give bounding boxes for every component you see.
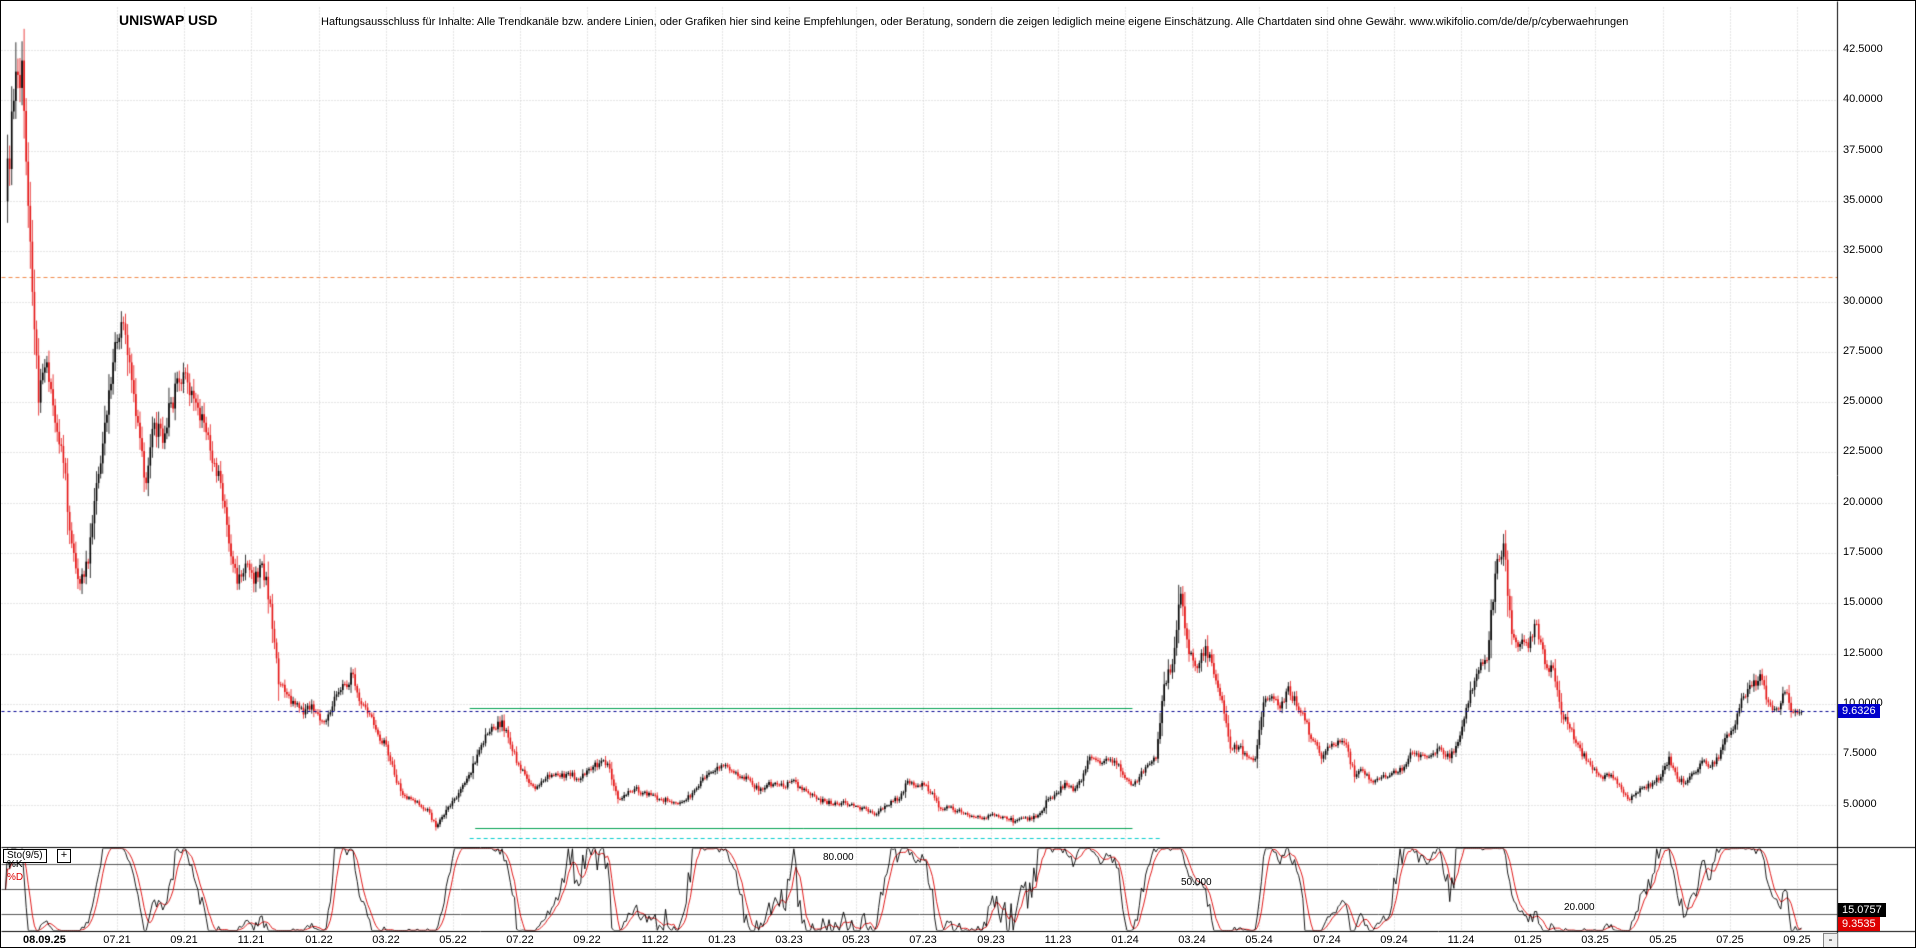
x-axis-label: 09.21 <box>170 934 198 946</box>
origin-date-label: 08.09.25 <box>23 934 66 946</box>
sto-level-label: 50.000 <box>1181 877 1212 888</box>
disclaimer-text: Haftungsausschluss für Inhalte: Alle Tre… <box>321 16 1629 28</box>
x-axis-label: 01.23 <box>708 934 736 946</box>
price-axis-label: 35.0000 <box>1843 193 1883 206</box>
x-axis-label: 11.21 <box>237 934 265 946</box>
price-axis-label: 30.0000 <box>1843 294 1883 307</box>
sto-k-value-tag: 15.0757 <box>1838 903 1886 917</box>
sto-d-value-tag: 9.3535 <box>1838 917 1880 931</box>
x-axis-label: 05.25 <box>1649 934 1677 946</box>
price-axis-label: 5.0000 <box>1843 797 1877 810</box>
x-axis-label: 07.25 <box>1716 934 1744 946</box>
x-axis-label: 05.23 <box>842 934 870 946</box>
x-axis-label: 01.24 <box>1111 934 1139 946</box>
x-axis-label: 11.24 <box>1447 934 1475 946</box>
x-axis-label: 07.24 <box>1313 934 1341 946</box>
add-indicator-button[interactable]: + <box>57 849 71 863</box>
price-axis-label: 32.5000 <box>1843 244 1883 257</box>
x-axis-label: 11.23 <box>1044 934 1072 946</box>
sto-level-label: 20.000 <box>1564 901 1595 913</box>
sto-k-label: %K <box>7 859 23 870</box>
price-axis-label: 27.5000 <box>1843 344 1883 357</box>
x-axis-label: 03.22 <box>372 934 400 946</box>
price-axis-label: 17.5000 <box>1843 546 1883 558</box>
price-axis-label: 25.0000 <box>1843 395 1883 408</box>
x-axis-label: 09.23 <box>977 934 1005 946</box>
price-axis-label: 40.0000 <box>1843 93 1883 106</box>
x-axis-label: 07.21 <box>103 934 131 946</box>
current-price-tag: 9.6326 <box>1838 704 1880 719</box>
x-axis-label: 03.25 <box>1581 934 1609 946</box>
collapse-button[interactable]: - <box>1823 933 1838 947</box>
price-axis-label: 7.5000 <box>1843 747 1877 760</box>
price-axis-label: 15.0000 <box>1843 596 1883 609</box>
x-axis-label: 07.22 <box>506 934 534 946</box>
price-axis-label: 22.5000 <box>1843 445 1883 458</box>
x-axis-label: 11.22 <box>641 934 669 946</box>
price-axis-label: 37.5000 <box>1843 143 1883 156</box>
x-axis-label: 05.24 <box>1245 934 1273 946</box>
sto-d-label: %D <box>7 872 24 883</box>
sto-level-label: 80.000 <box>823 852 854 864</box>
x-axis-label: 09.24 <box>1380 934 1408 946</box>
price-axis-label: 12.5000 <box>1843 646 1883 659</box>
page-title: UNISWAP USD <box>119 12 218 28</box>
x-axis-label: 01.22 <box>305 934 333 946</box>
x-axis-label: 03.23 <box>775 934 803 946</box>
price-axis-label: 42.5000 <box>1843 43 1883 55</box>
sto-indicator-label[interactable]: Sto(9/5) <box>3 849 47 863</box>
x-axis-label: 01.25 <box>1514 934 1542 946</box>
x-axis-label: 09.25 <box>1783 934 1811 946</box>
x-axis-label: 07.23 <box>909 934 937 946</box>
x-axis-label: 05.22 <box>439 934 467 946</box>
x-axis-label: 09.22 <box>573 934 601 946</box>
x-axis-label: 03.24 <box>1178 934 1206 946</box>
price-axis-label: 20.0000 <box>1843 495 1883 508</box>
